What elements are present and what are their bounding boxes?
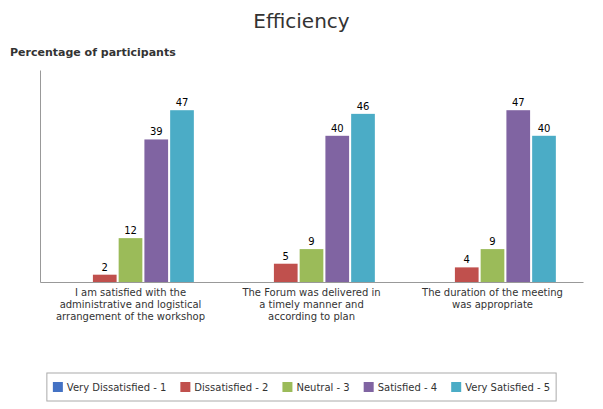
bar xyxy=(325,136,349,282)
x-tick-label-line: arrangement of the workshop xyxy=(56,311,205,322)
legend-label: Very Satisfied - 5 xyxy=(465,382,550,393)
bar xyxy=(429,282,453,283)
legend-frame xyxy=(47,373,556,401)
legend-swatch xyxy=(451,382,461,392)
bar xyxy=(455,267,479,282)
legend-item: Satisfied - 4 xyxy=(364,382,438,393)
bar xyxy=(481,249,505,282)
bar xyxy=(351,114,375,282)
x-axis-line xyxy=(41,282,584,283)
bar xyxy=(532,136,556,282)
data-labels: 2 5 4 12 9 9 39 40 47 47 46 40 xyxy=(102,97,551,272)
x-tick-label-line: according to plan xyxy=(268,311,355,322)
x-tick-label-line: a timely manner and xyxy=(259,299,364,310)
y-label: Percentage of participants xyxy=(10,46,176,59)
legend-swatch xyxy=(364,382,374,392)
legend-swatch xyxy=(282,382,292,392)
bar xyxy=(300,249,324,282)
legend-item: Dissatisfied - 2 xyxy=(180,382,268,393)
x-tick: The duration of the meetingwas appropria… xyxy=(421,282,563,310)
x-tick-label-line: I am satisfied with the xyxy=(75,287,186,298)
legend-label: Satisfied - 4 xyxy=(378,382,438,393)
data-label: 46 xyxy=(357,101,370,112)
x-tick: I am satisfied with theadministrative an… xyxy=(56,282,205,322)
legend: Very Dissatisfied - 1 Dissatisfied - 2 Neu… xyxy=(47,373,556,401)
bar xyxy=(93,275,117,282)
x-tick-label-line: The Forum was delivered in xyxy=(241,287,380,298)
data-label: 12 xyxy=(124,225,137,236)
legend-item: Very Satisfied - 5 xyxy=(451,382,550,393)
y-axis xyxy=(40,71,41,283)
data-label: 47 xyxy=(176,97,189,108)
bar xyxy=(248,282,272,283)
bars xyxy=(93,110,556,282)
data-label: 2 xyxy=(102,262,108,273)
data-label: 39 xyxy=(150,126,163,137)
x-tick-label: I am satisfied with theadministrative an… xyxy=(56,287,205,322)
bar-series xyxy=(170,110,556,282)
data-label: 47 xyxy=(512,97,525,108)
bar xyxy=(144,139,168,282)
chart: Efficiency Percentage of participants 2 5 4 1… xyxy=(0,0,603,409)
bar xyxy=(506,110,530,282)
data-label: 40 xyxy=(538,123,551,134)
legend-swatch xyxy=(53,382,63,392)
x-axis: I am satisfied with theadministrative an… xyxy=(41,282,584,322)
legend-swatch xyxy=(180,382,190,392)
bar xyxy=(119,238,143,282)
legend-label: Very Dissatisfied - 1 xyxy=(67,382,167,393)
bar xyxy=(67,282,91,283)
x-tick-label: The duration of the meetingwas appropria… xyxy=(421,287,563,310)
legend-label: Neutral - 3 xyxy=(296,382,349,393)
x-tick-label-line: administrative and logistical xyxy=(60,299,202,310)
title: Efficiency xyxy=(253,9,350,33)
data-label: 4 xyxy=(464,254,470,265)
legend-item: Neutral - 3 xyxy=(282,382,349,393)
bar-series xyxy=(144,110,530,282)
y-axis-line xyxy=(40,71,41,283)
data-label: 9 xyxy=(308,236,314,247)
legend-label: Dissatisfied - 2 xyxy=(194,382,268,393)
x-tick-label: The Forum was delivered ina timely manne… xyxy=(241,287,380,322)
data-label: 5 xyxy=(283,251,289,262)
x-tick-label-line: was appropriate xyxy=(452,299,533,310)
data-label: 40 xyxy=(331,123,344,134)
x-tick-label-line: The duration of the meeting xyxy=(421,287,563,298)
bar xyxy=(274,264,298,282)
legend-item: Very Dissatisfied - 1 xyxy=(53,382,167,393)
x-tick: The Forum was delivered ina timely manne… xyxy=(241,282,380,322)
bar xyxy=(170,110,194,282)
data-label: 9 xyxy=(489,236,495,247)
legend-items: Very Dissatisfied - 1 Dissatisfied - 2 Neu… xyxy=(53,382,550,393)
